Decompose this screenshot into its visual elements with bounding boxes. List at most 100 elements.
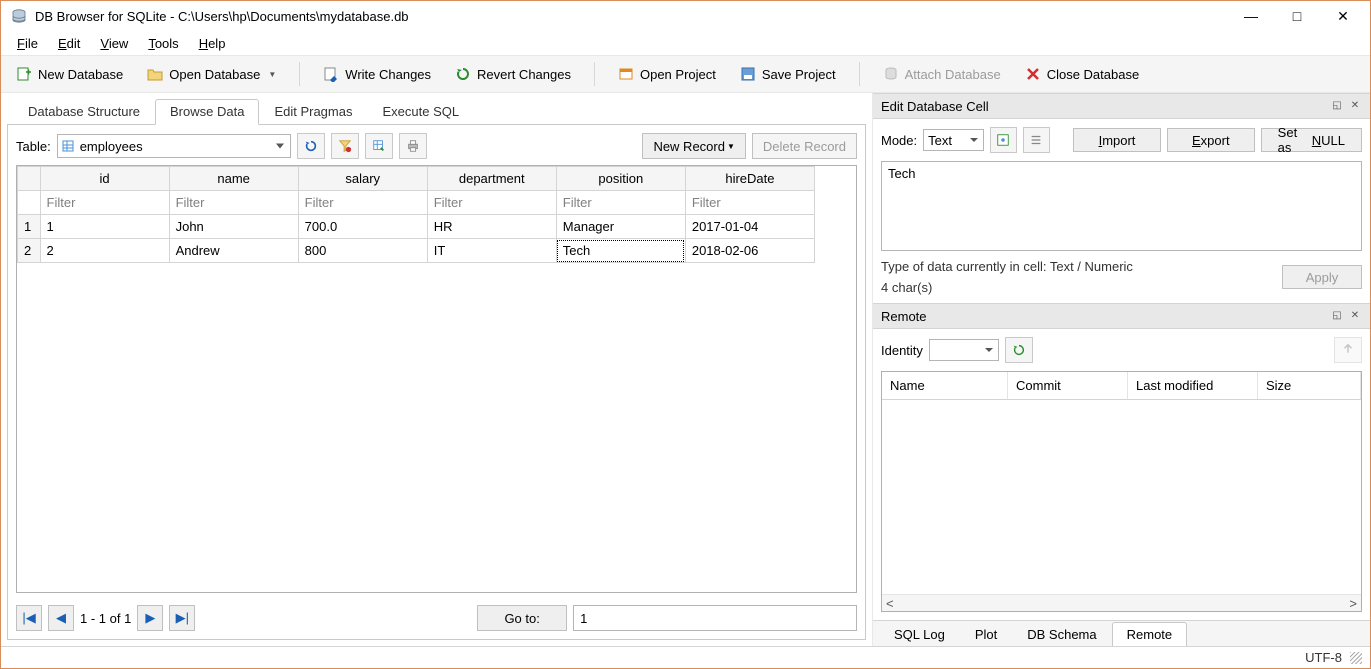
edit-cell-close-icon[interactable]: ✕ (1348, 99, 1362, 113)
open-database-button[interactable]: Open Database ▼ (138, 60, 285, 88)
tab-remote[interactable]: Remote (1112, 622, 1188, 646)
tab-db-schema[interactable]: DB Schema (1012, 622, 1111, 646)
column-filter[interactable]: Filter (685, 191, 814, 215)
identity-select[interactable] (929, 339, 999, 361)
print-icon (406, 139, 420, 153)
resize-grip[interactable] (1350, 652, 1362, 664)
data-grid[interactable]: idnamesalarydepartmentpositionhireDateFi… (16, 165, 857, 593)
menu-tools[interactable]: Tools (140, 34, 186, 53)
first-page-button[interactable]: |◀ (16, 605, 42, 631)
cell[interactable]: HR (427, 215, 556, 239)
column-header[interactable]: department (427, 167, 556, 191)
revert-changes-button[interactable]: Revert Changes (446, 60, 580, 88)
tab-sql-log[interactable]: SQL Log (879, 622, 960, 646)
close-database-button[interactable]: Close Database (1016, 60, 1149, 88)
column-header[interactable]: position (556, 167, 685, 191)
refresh-small-icon (1012, 343, 1026, 357)
write-changes-icon (323, 66, 339, 82)
maximize-button[interactable]: □ (1274, 1, 1320, 31)
save-project-button[interactable]: Save Project (731, 60, 845, 88)
indent-icon (1029, 133, 1043, 147)
column-filter[interactable]: Filter (427, 191, 556, 215)
edit-mode-button-1[interactable] (990, 127, 1017, 153)
remote-scrollbar[interactable]: <> (882, 594, 1361, 611)
save-table-button[interactable] (365, 133, 393, 159)
edit-mode-button-2[interactable] (1023, 127, 1050, 153)
import-button[interactable]: Import (1073, 128, 1161, 152)
menu-file[interactable]: File (9, 34, 46, 53)
refresh-button[interactable] (297, 133, 325, 159)
open-project-label: Open Project (640, 67, 716, 82)
goto-button[interactable]: Go to: (477, 605, 567, 631)
edit-cell-undock-icon[interactable]: ◱ (1330, 99, 1344, 113)
column-filter[interactable]: Filter (40, 191, 169, 215)
open-project-button[interactable]: Open Project (609, 60, 725, 88)
remote-push-button (1334, 337, 1362, 363)
refresh-icon (304, 139, 318, 153)
minimize-button[interactable]: — (1228, 1, 1274, 31)
remote-title: Remote (881, 309, 1326, 324)
tab-plot[interactable]: Plot (960, 622, 1012, 646)
close-button[interactable]: ✕ (1320, 1, 1366, 31)
new-database-button[interactable]: New Database (7, 60, 132, 88)
tab-execute-sql[interactable]: Execute SQL (367, 99, 474, 124)
next-page-button[interactable]: ▶ (137, 605, 163, 631)
menu-help[interactable]: Help (191, 34, 234, 53)
goto-input[interactable] (573, 605, 857, 631)
tab-browse-data[interactable]: Browse Data (155, 99, 259, 125)
set-null-button[interactable]: Set as NULL (1261, 128, 1362, 152)
remote-col-last-modified[interactable]: Last modified (1128, 372, 1258, 399)
identity-refresh-button[interactable] (1005, 337, 1033, 363)
remote-close-icon[interactable]: ✕ (1348, 309, 1362, 323)
cell[interactable]: 1 (40, 215, 169, 239)
clear-filters-button[interactable] (331, 133, 359, 159)
export-button[interactable]: Export (1167, 128, 1255, 152)
menu-view[interactable]: View (92, 34, 136, 53)
open-database-icon (147, 66, 163, 82)
new-database-label: New Database (38, 67, 123, 82)
column-header[interactable]: id (40, 167, 169, 191)
prev-page-button[interactable]: ◀ (48, 605, 74, 631)
remote-grid[interactable]: Name Commit Last modified Size <> (881, 371, 1362, 612)
cell[interactable]: 800 (298, 239, 427, 263)
cell-type-info: Type of data currently in cell: Text / N… (881, 259, 1276, 274)
cell[interactable]: 2017-01-04 (685, 215, 814, 239)
open-database-dropdown-icon[interactable]: ▼ (268, 70, 276, 79)
print-button[interactable] (399, 133, 427, 159)
cell[interactable]: John (169, 215, 298, 239)
cell-value-editor[interactable]: Tech (881, 161, 1362, 251)
tab-structure[interactable]: Database Structure (13, 99, 155, 124)
app-icon (11, 8, 27, 24)
last-page-button[interactable]: ▶| (169, 605, 195, 631)
row-header[interactable]: 2 (18, 239, 41, 263)
mode-select[interactable]: Text (923, 129, 984, 151)
write-changes-button[interactable]: Write Changes (314, 60, 440, 88)
close-database-icon (1025, 66, 1041, 82)
column-filter[interactable]: Filter (556, 191, 685, 215)
column-header[interactable]: salary (298, 167, 427, 191)
edit-cell-title: Edit Database Cell (881, 99, 1326, 114)
column-header[interactable]: name (169, 167, 298, 191)
remote-col-commit[interactable]: Commit (1008, 372, 1128, 399)
menu-edit[interactable]: Edit (50, 34, 88, 53)
tab-edit-pragmas[interactable]: Edit Pragmas (259, 99, 367, 124)
column-header[interactable]: hireDate (685, 167, 814, 191)
cell[interactable]: 700.0 (298, 215, 427, 239)
cell[interactable]: Tech (556, 239, 685, 263)
column-filter[interactable]: Filter (298, 191, 427, 215)
save-table-icon (372, 139, 386, 153)
table-label: Table: (16, 139, 51, 154)
column-filter[interactable]: Filter (169, 191, 298, 215)
cell[interactable]: 2018-02-06 (685, 239, 814, 263)
cell[interactable]: Andrew (169, 239, 298, 263)
cell[interactable]: 2 (40, 239, 169, 263)
row-header[interactable]: 1 (18, 215, 41, 239)
remote-col-size[interactable]: Size (1258, 372, 1361, 399)
remote-undock-icon[interactable]: ◱ (1330, 309, 1344, 323)
new-record-button[interactable]: New Record▼ (642, 133, 745, 159)
cell[interactable]: Manager (556, 215, 685, 239)
table-select[interactable]: employees (57, 134, 291, 158)
close-database-label: Close Database (1047, 67, 1140, 82)
cell[interactable]: IT (427, 239, 556, 263)
remote-col-name[interactable]: Name (882, 372, 1008, 399)
